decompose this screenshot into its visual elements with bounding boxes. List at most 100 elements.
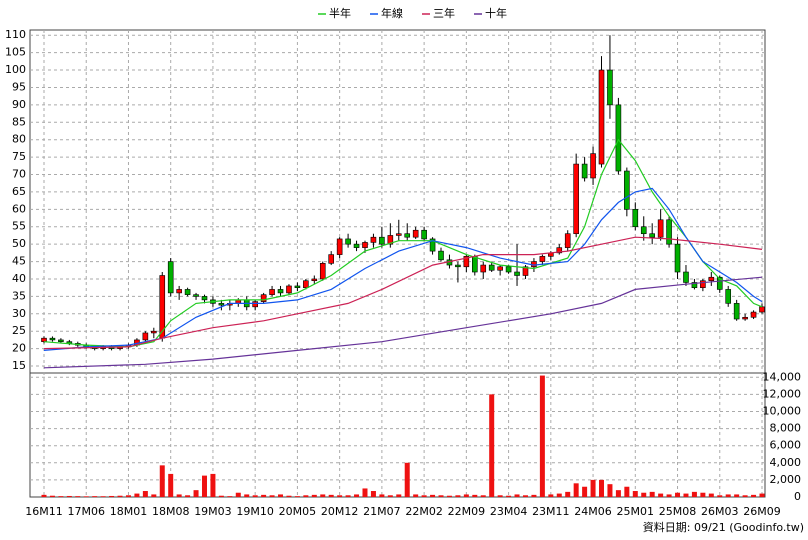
candle-body	[412, 229, 419, 238]
volume-bar	[421, 495, 427, 497]
footer: 資料日期: 09/21 (Goodinfo.tw)	[643, 520, 804, 534]
volume-bar	[514, 494, 520, 497]
volume-bar	[683, 493, 689, 497]
volume-bar	[641, 492, 647, 497]
candle-body	[41, 337, 47, 342]
legend-label: 半年	[329, 6, 351, 20]
volume-bar	[556, 493, 562, 497]
candle-body	[632, 209, 639, 228]
volume-bar	[66, 495, 72, 497]
candle-body	[193, 294, 199, 297]
candle-body	[311, 278, 318, 282]
candle-body	[184, 289, 191, 295]
candle-body	[505, 266, 512, 273]
candle-body	[522, 266, 529, 276]
legend-label: 三年	[433, 6, 455, 20]
candle-body	[624, 170, 630, 210]
x-tick-label: 26M03	[701, 505, 739, 518]
volume-bar	[717, 495, 723, 497]
y2-tick-label: 12,000	[763, 387, 802, 400]
volume-bar	[303, 495, 309, 497]
volume-bar	[396, 494, 402, 497]
volume-bar	[320, 494, 326, 497]
candle-body	[218, 303, 225, 306]
volume-bar	[269, 495, 275, 497]
candle-body	[167, 261, 174, 294]
candle-body	[395, 233, 402, 236]
candle-body	[455, 264, 461, 268]
volume-bar	[480, 495, 486, 497]
volume-bar	[151, 494, 157, 497]
candle-body	[142, 332, 149, 341]
y-tick-label: 105	[5, 46, 26, 59]
volume-bar	[83, 496, 89, 497]
candle-body	[556, 247, 563, 254]
y-tick-label: 60	[12, 202, 26, 215]
x-tick-label: 26M09	[743, 505, 781, 518]
candle-body	[294, 285, 301, 288]
candle-body	[471, 256, 478, 273]
volume-bar	[751, 494, 757, 497]
volume-bar	[278, 494, 284, 497]
y2-tick-label: 10,000	[763, 404, 802, 417]
candle-body	[404, 233, 411, 238]
volume-bar	[210, 473, 216, 497]
candle-body	[269, 289, 275, 295]
volume-bar	[362, 488, 368, 497]
x-tick-label: 25M01	[617, 505, 655, 518]
volume-bar	[607, 484, 613, 497]
y-tick-label: 25	[12, 324, 26, 337]
volume-bar	[438, 495, 444, 497]
candle-body	[725, 289, 732, 304]
y-tick-label: 85	[12, 115, 26, 128]
candle-body	[463, 256, 470, 268]
volume-bar	[125, 495, 131, 497]
volume-bar	[522, 495, 528, 497]
candle-body	[708, 276, 715, 282]
volume-bar	[294, 496, 300, 497]
volume-bar	[311, 494, 317, 497]
volume-bar	[489, 394, 495, 497]
x-tick-label: 23M04	[490, 505, 528, 518]
x-tick-label: 22M09	[448, 505, 486, 518]
volume-bar	[615, 490, 621, 497]
volume-bar	[134, 493, 140, 497]
volume-bar	[734, 494, 740, 497]
volume-bar	[759, 493, 765, 497]
candle-body	[691, 282, 698, 288]
candle-body	[700, 280, 706, 288]
volume-bar	[565, 491, 571, 497]
volume-bar	[691, 491, 697, 497]
y2-tick-label: 8,000	[770, 422, 802, 435]
legend-label: 年線	[381, 6, 403, 20]
y-tick-label: 30	[12, 307, 26, 320]
volume-bar	[539, 375, 545, 497]
candle-body	[480, 264, 487, 273]
volume-bar	[193, 490, 199, 497]
volume-bar	[463, 494, 469, 497]
volume-bar	[370, 491, 376, 497]
volume-bar	[548, 494, 554, 497]
volume-bar	[379, 494, 385, 497]
candle-body	[328, 254, 335, 264]
candle-body	[379, 236, 385, 245]
ma-line	[43, 138, 763, 348]
legend-label: 十年	[485, 6, 507, 20]
x-tick-label: 25M08	[659, 505, 697, 518]
volume-bar	[75, 496, 81, 497]
volume-bar	[261, 494, 267, 497]
candle-body	[649, 233, 655, 238]
volume-bar	[624, 486, 630, 497]
y-tick-label: 65	[12, 185, 26, 198]
volume-bar	[404, 462, 410, 497]
y-tick-label: 15	[12, 359, 26, 372]
x-tick-label: 17M06	[67, 505, 105, 518]
y-tick-label: 75	[12, 150, 26, 163]
candle-body	[497, 266, 503, 271]
candle-body	[58, 339, 64, 342]
candle-body	[750, 311, 757, 318]
volume-bar	[708, 493, 714, 497]
volume-bar	[430, 494, 436, 497]
y-tick-label: 40	[12, 272, 26, 285]
